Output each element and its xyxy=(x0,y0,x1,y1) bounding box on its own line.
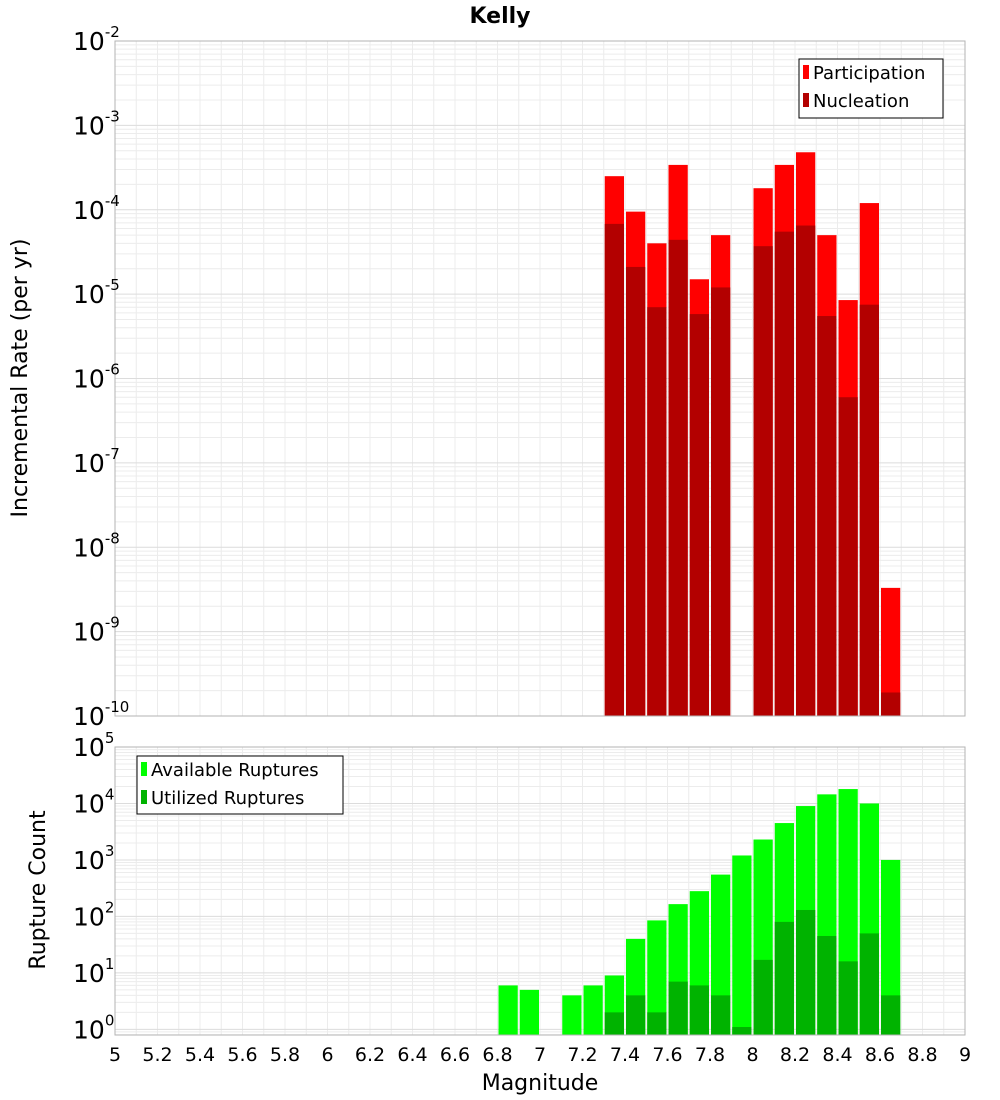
bar xyxy=(626,995,646,1035)
bar xyxy=(668,981,688,1035)
top-y-axis-label: Incremental Rate (per yr) xyxy=(8,239,33,518)
bar xyxy=(519,989,539,1035)
bar xyxy=(753,246,773,716)
legend-swatch xyxy=(803,65,809,79)
plot-frame xyxy=(114,746,966,1036)
x-tick-label: 9 xyxy=(959,1044,971,1066)
bar xyxy=(838,397,858,716)
legend-box xyxy=(798,58,944,119)
x-tick-label: 8.4 xyxy=(822,1044,852,1066)
y-axis: 100 101 102 103 104 105 xyxy=(73,729,114,1044)
x-tick-label: 6.8 xyxy=(482,1044,512,1066)
x-tick-label: 5.4 xyxy=(185,1044,215,1066)
bar xyxy=(689,985,709,1035)
bar xyxy=(859,933,879,1035)
x-tick-label: 7.2 xyxy=(567,1044,597,1066)
series-utilized-ruptures xyxy=(604,909,901,1035)
bar xyxy=(562,995,582,1035)
bar xyxy=(498,985,518,1035)
x-tick-label: 6.6 xyxy=(440,1044,470,1066)
x-tick-label: 7.8 xyxy=(695,1044,725,1066)
legend-swatch xyxy=(141,762,147,776)
x-tick-label: 6.2 xyxy=(355,1044,385,1066)
legend-swatch xyxy=(803,93,809,107)
x-tick-label: 5.2 xyxy=(142,1044,172,1066)
y-tick-label: 10-8 xyxy=(73,529,120,562)
legend-label: Nucleation xyxy=(813,91,909,112)
x-tick-label: 8.2 xyxy=(780,1044,810,1066)
bar xyxy=(774,921,794,1035)
chart-title: Kelly xyxy=(469,4,530,29)
bar xyxy=(647,307,667,716)
legend-box xyxy=(136,755,344,815)
y-tick-label: 10-5 xyxy=(73,276,120,309)
bar xyxy=(838,961,858,1035)
x-tick-label: 5.6 xyxy=(227,1044,257,1066)
bar xyxy=(881,692,901,716)
bottom-panel: 100 101 102 103 104 105 Available Ruptures Util… xyxy=(73,729,966,1044)
y-tick-label: 10-10 xyxy=(73,698,129,731)
plot-frame xyxy=(114,40,966,717)
top-panel: 10-10 10-9 10-8 10-7 10-6 10-5 10-4 10-3 10-2 Par… xyxy=(73,23,966,731)
x-axis-label: Magnitude xyxy=(482,1071,599,1096)
bar xyxy=(796,225,816,716)
legend: Available Ruptures Utilized Ruptures xyxy=(136,755,344,815)
x-tick-label: 6 xyxy=(321,1044,333,1066)
bar xyxy=(732,855,752,1035)
legend: Participation Nucleation xyxy=(798,58,944,119)
x-tick-label: 8.6 xyxy=(865,1044,895,1066)
bar xyxy=(604,1012,624,1035)
bar xyxy=(647,1012,667,1035)
bar xyxy=(689,314,709,716)
series-nucleation xyxy=(604,223,901,716)
y-tick-label: 10-3 xyxy=(73,107,120,140)
legend-label: Participation xyxy=(813,63,925,84)
y-tick-label: 100 xyxy=(73,1011,114,1044)
y-tick-label: 10-2 xyxy=(73,23,120,56)
y-tick-label: 10-9 xyxy=(73,614,120,647)
bar xyxy=(647,920,667,1035)
x-tick-label: 7.4 xyxy=(610,1044,640,1066)
y-tick-label: 105 xyxy=(73,729,114,762)
bar xyxy=(583,985,603,1035)
y-tick-label: 104 xyxy=(73,785,114,818)
bar xyxy=(774,231,794,716)
x-tick-label: 8.8 xyxy=(907,1044,937,1066)
y-tick-label: 10-7 xyxy=(73,445,120,478)
bar xyxy=(604,223,624,716)
bar xyxy=(753,959,773,1035)
gridlines xyxy=(114,40,966,717)
bar xyxy=(881,859,901,1035)
legend-swatch xyxy=(141,790,147,804)
bar xyxy=(796,909,816,1035)
legend-label: Utilized Ruptures xyxy=(151,788,304,809)
y-tick-label: 10-6 xyxy=(73,361,120,394)
bar xyxy=(711,874,731,1035)
legend-label: Available Ruptures xyxy=(151,760,319,781)
x-tick-label: 5 xyxy=(109,1044,121,1066)
y-axis: 10-10 10-9 10-8 10-7 10-6 10-5 10-4 10-3 10-2 xyxy=(73,23,129,731)
bar xyxy=(711,995,731,1035)
x-tick-label: 6.4 xyxy=(397,1044,427,1066)
y-tick-label: 103 xyxy=(73,842,114,875)
bottom-y-axis-label: Rupture Count xyxy=(26,810,51,970)
bar xyxy=(817,316,837,716)
bar xyxy=(711,287,731,716)
y-tick-label: 101 xyxy=(73,955,114,988)
bar xyxy=(881,995,901,1035)
x-tick-label: 8 xyxy=(746,1044,758,1066)
bar xyxy=(626,266,646,716)
bar xyxy=(881,587,901,716)
x-axis: 5 5.2 5.4 5.6 5.8 6 6.2 6.4 6.6 6.8 7 7.2 7.4 7.6 7.8 8… xyxy=(109,1044,971,1066)
bar xyxy=(668,239,688,716)
bar xyxy=(817,935,837,1035)
y-tick-label: 10-4 xyxy=(73,192,120,225)
bar xyxy=(859,304,879,716)
x-tick-label: 7 xyxy=(534,1044,546,1066)
x-tick-label: 5.8 xyxy=(270,1044,300,1066)
bar xyxy=(732,1027,752,1035)
y-tick-label: 102 xyxy=(73,898,114,931)
x-tick-label: 7.6 xyxy=(652,1044,682,1066)
